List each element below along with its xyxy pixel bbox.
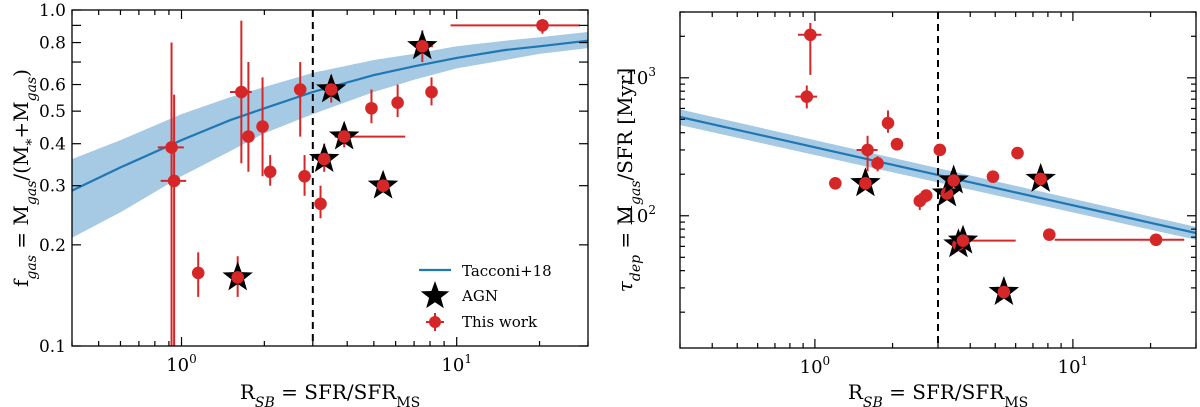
l-ytick-label-3: 0.4 xyxy=(39,135,66,155)
r-xtick-label-1: 101 xyxy=(1058,354,1089,378)
l-point-4 xyxy=(235,85,248,99)
r-point-5 xyxy=(871,157,884,170)
r-point-15 xyxy=(986,170,1000,183)
left-tacconi-band xyxy=(72,32,588,238)
l-ytick-label-4: 0.5 xyxy=(39,102,66,122)
l-point-0 xyxy=(165,141,178,154)
right-y-axis-label: τdep = Mgas/SFR [Myr] xyxy=(613,68,644,292)
l-point-17 xyxy=(416,39,429,53)
legend-agn-star xyxy=(420,281,450,309)
r-point-18 xyxy=(1034,172,1047,186)
left-axes-frame xyxy=(71,9,589,347)
r-point-19 xyxy=(1042,228,1056,241)
l-point-14 xyxy=(365,101,378,115)
r-point-14 xyxy=(956,234,970,247)
legend-point-marker xyxy=(429,316,441,328)
r-point-10 xyxy=(933,143,947,157)
right-points xyxy=(795,22,1185,305)
left-x-axis-label: RSB = SFR/SFRMS xyxy=(240,380,420,407)
l-xtick-label-0: 100 xyxy=(166,352,197,376)
r-point-2 xyxy=(829,176,842,190)
l-point-13 xyxy=(337,130,351,143)
r-point-6 xyxy=(881,116,895,130)
r-xtick-label-0: 100 xyxy=(800,354,831,378)
l-point-1 xyxy=(167,174,181,188)
r-ytick-label-0: 102 xyxy=(625,203,656,227)
right-x-axis-label: RSB = SFR/SFRMS xyxy=(848,380,1028,407)
l-point-7 xyxy=(263,165,277,179)
l-ytick-label-0: 0.1 xyxy=(39,337,66,357)
left-ticks: 100 101 0.1 0.2 0.3 0.4 0.5 0.6 0.8 1.0 xyxy=(39,1,589,376)
l-point-16 xyxy=(391,96,404,109)
l-point-6 xyxy=(256,120,269,133)
r-point-12 xyxy=(947,174,960,187)
left-y-axis-label: fgas = Mgas/(M*+Mgas) xyxy=(9,69,40,287)
r-point-4 xyxy=(861,143,874,157)
l-point-12 xyxy=(324,83,338,96)
l-point-19 xyxy=(536,19,549,32)
right-ticks: 100 101 102 103 xyxy=(625,11,1197,378)
l-point-11 xyxy=(317,152,331,166)
l-ytick-label-6: 0.8 xyxy=(39,34,66,54)
r-point-16 xyxy=(997,285,1011,299)
legend-thiswork-label: This work xyxy=(462,313,538,331)
l-point-3 xyxy=(231,271,244,284)
r-point-3 xyxy=(859,176,872,190)
l-point-15 xyxy=(376,179,390,192)
l-point-8 xyxy=(293,83,307,96)
r-point-9 xyxy=(919,189,933,202)
r-point-11 xyxy=(940,187,954,200)
right-plot: 100 101 102 103 RSB = SFR/SFRMS τdep = Mgas… xyxy=(613,11,1197,407)
l-point-2 xyxy=(191,266,205,280)
r-point-7 xyxy=(890,137,904,151)
l-ytick-label-5: 0.6 xyxy=(39,76,66,96)
r-point-1 xyxy=(804,28,817,42)
r-point-0 xyxy=(800,90,814,103)
l-ytick-label-7: 1.0 xyxy=(39,1,66,21)
r-point-17 xyxy=(1011,146,1024,160)
left-points xyxy=(157,19,580,346)
l-xtick-label-1: 101 xyxy=(441,352,472,376)
left-legend: Tacconi+18 AGN This work xyxy=(419,262,552,331)
l-point-5 xyxy=(242,130,255,143)
legend-agn-label: AGN xyxy=(461,287,498,305)
l-point-9 xyxy=(298,169,311,183)
l-point-10 xyxy=(314,197,327,211)
legend-tacconi-label: Tacconi+18 xyxy=(462,262,552,280)
l-ytick-label-1: 0.2 xyxy=(39,236,66,256)
r-point-20 xyxy=(1149,233,1163,247)
r-ytick-label-1: 103 xyxy=(625,65,656,89)
l-ytick-label-2: 0.3 xyxy=(39,177,66,197)
l-point-18 xyxy=(425,85,438,99)
left-plot: 100 101 0.1 0.2 0.3 0.4 0.5 0.6 0.8 1.0 Tacconi+1… xyxy=(9,1,589,407)
